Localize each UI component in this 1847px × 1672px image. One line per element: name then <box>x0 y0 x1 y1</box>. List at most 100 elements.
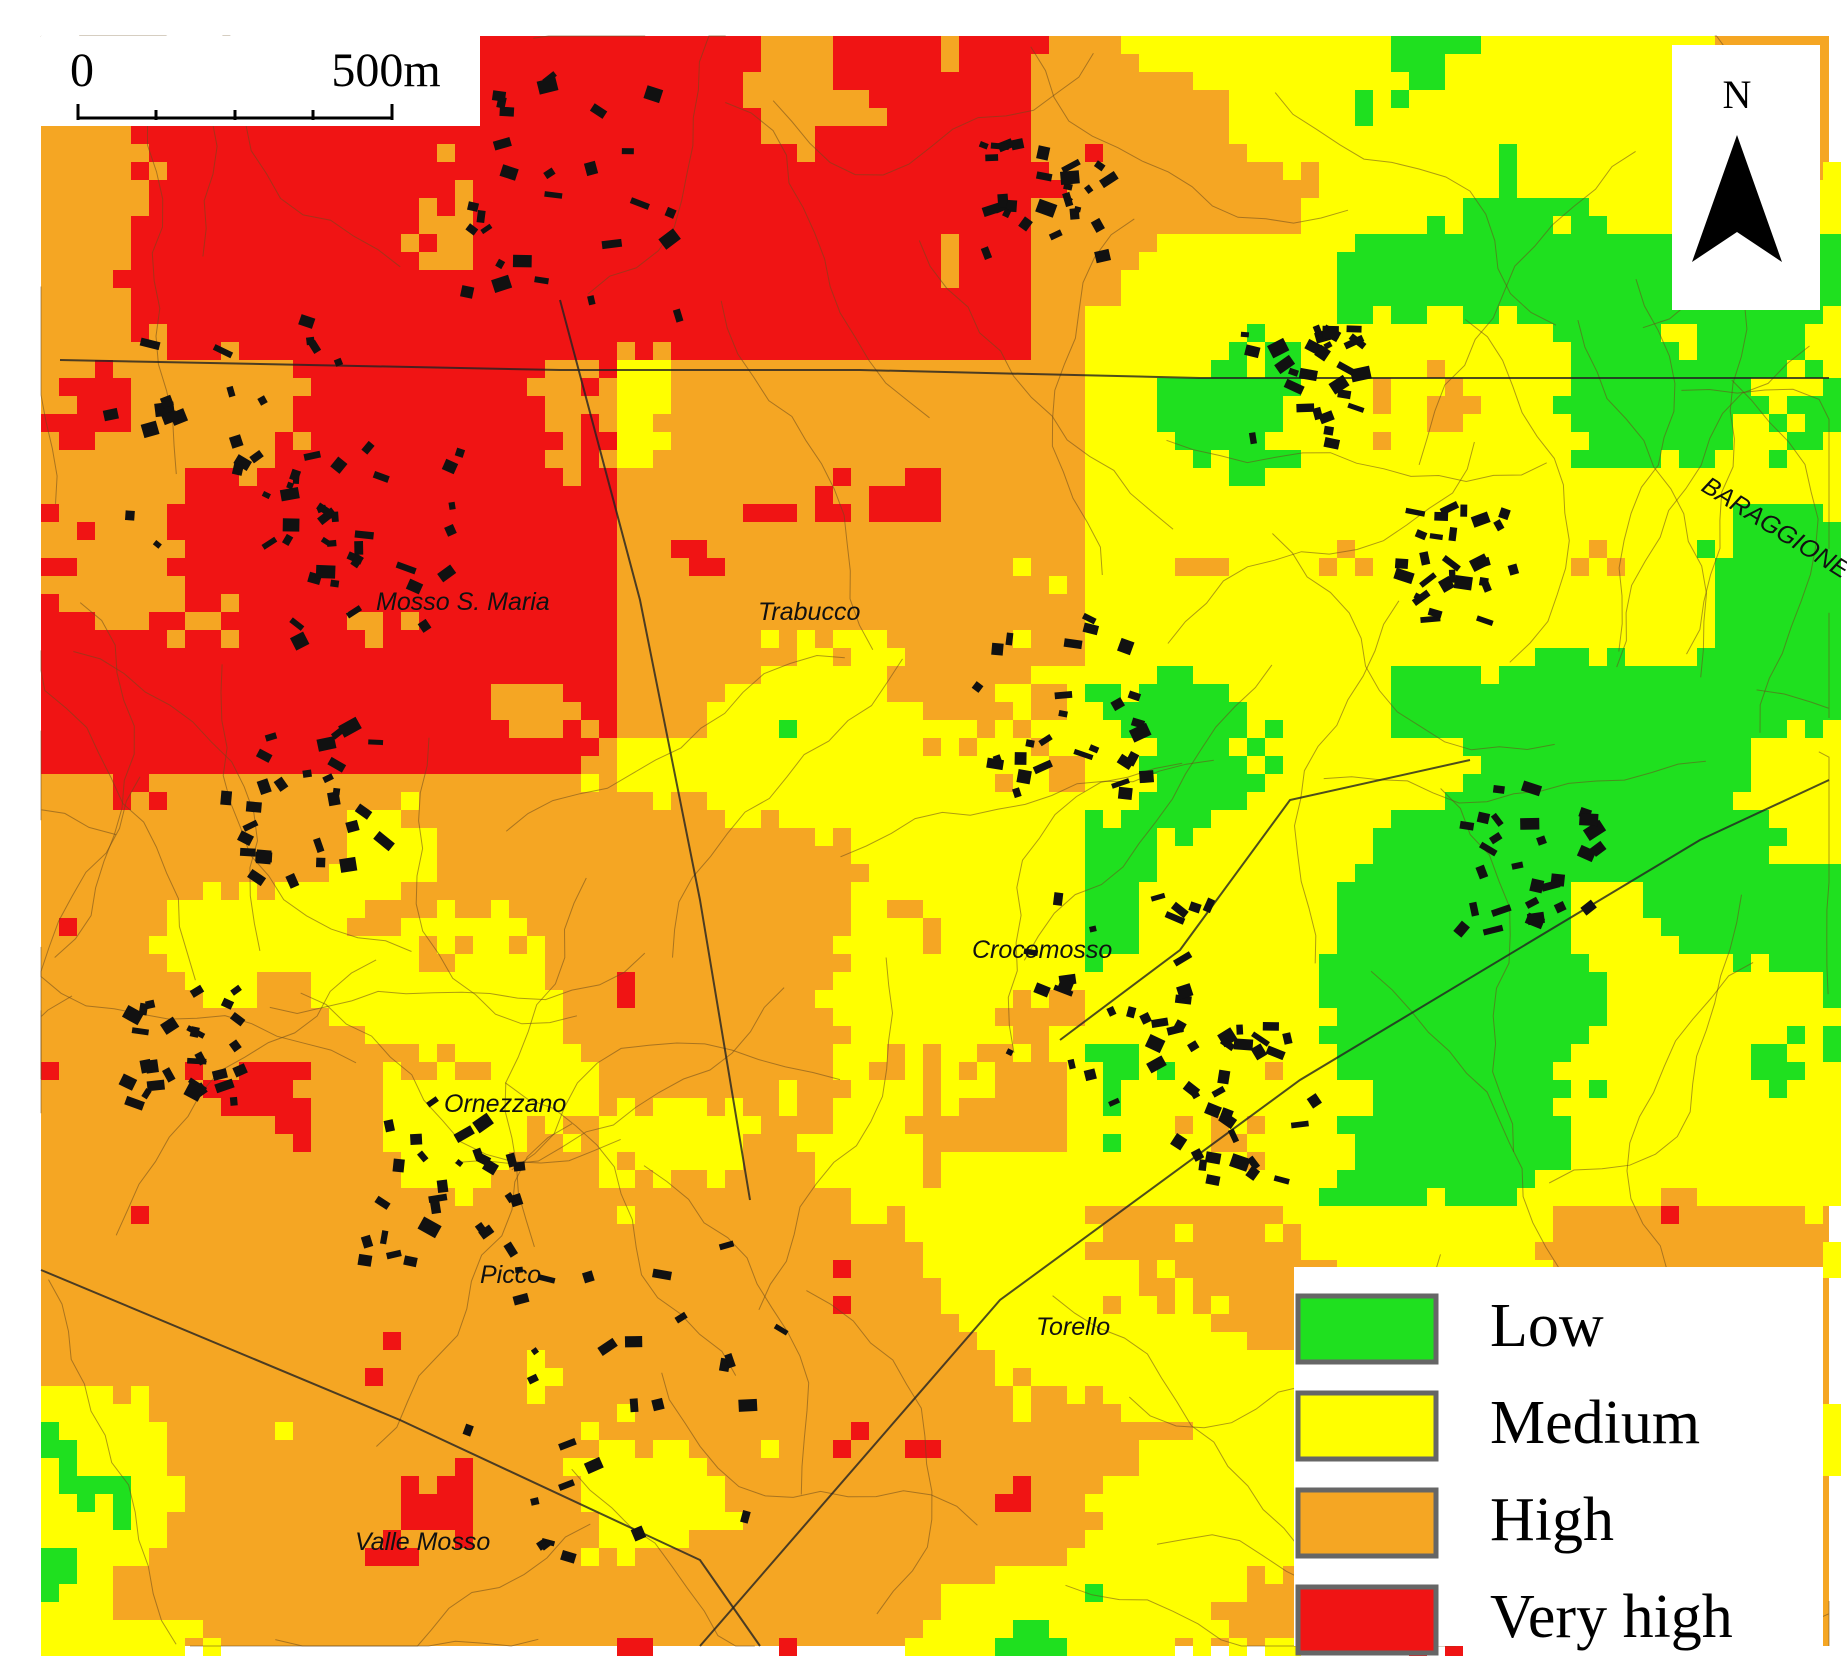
raster-cell <box>1409 180 1427 198</box>
raster-cell <box>1607 1152 1625 1170</box>
raster-cell <box>941 810 959 828</box>
raster-cell <box>1103 594 1121 612</box>
raster-cell <box>149 702 167 720</box>
raster-cell <box>365 144 383 162</box>
raster-cell <box>1517 684 1535 702</box>
raster-cell <box>1733 1026 1751 1044</box>
raster-cell <box>1823 972 1841 990</box>
raster-cell <box>1499 954 1517 972</box>
raster-cell <box>1247 576 1265 594</box>
raster-cell <box>1571 432 1589 450</box>
raster-cell <box>869 630 887 648</box>
raster-cell <box>1463 1188 1481 1206</box>
raster-cell <box>1463 954 1481 972</box>
raster-cell <box>959 756 977 774</box>
raster-cell <box>959 846 977 864</box>
raster-cell <box>1265 666 1283 684</box>
raster-cell <box>1031 180 1049 198</box>
raster-cell <box>959 1242 977 1260</box>
raster-cell <box>761 288 779 306</box>
raster-cell <box>1805 954 1823 972</box>
raster-cell <box>743 306 761 324</box>
raster-cell <box>1283 810 1301 828</box>
raster-cell <box>599 360 617 378</box>
raster-cell <box>905 1008 923 1026</box>
raster-cell <box>275 144 293 162</box>
raster-cell <box>1517 792 1535 810</box>
raster-cell <box>599 630 617 648</box>
raster-cell <box>203 162 221 180</box>
raster-cell <box>617 414 635 432</box>
raster-cell <box>527 738 545 756</box>
raster-cell <box>923 468 941 486</box>
raster-cell <box>1085 144 1103 162</box>
raster-cell <box>1805 972 1823 990</box>
raster-cell <box>941 72 959 90</box>
raster-cell <box>1643 90 1661 108</box>
raster-cell <box>1481 180 1499 198</box>
raster-cell <box>1751 864 1769 882</box>
raster-cell <box>761 756 779 774</box>
raster-cell <box>1535 360 1553 378</box>
raster-cell <box>1805 486 1823 504</box>
raster-cell <box>905 1206 923 1224</box>
raster-cell <box>1553 774 1571 792</box>
raster-cell <box>257 504 275 522</box>
raster-cell <box>1481 234 1499 252</box>
raster-cell <box>1319 1206 1337 1224</box>
raster-cell <box>1337 288 1355 306</box>
raster-cell <box>383 270 401 288</box>
raster-cell <box>833 702 851 720</box>
raster-cell <box>653 144 671 162</box>
raster-cell <box>1499 990 1517 1008</box>
raster-cell <box>1553 1170 1571 1188</box>
raster-cell <box>635 1152 653 1170</box>
raster-cell <box>275 918 293 936</box>
raster-cell <box>581 504 599 522</box>
raster-cell <box>977 864 995 882</box>
raster-cell <box>1427 630 1445 648</box>
raster-cell <box>1193 54 1211 72</box>
raster-cell <box>1607 1062 1625 1080</box>
raster-cell <box>599 126 617 144</box>
raster-cell <box>1139 522 1157 540</box>
raster-cell <box>1373 792 1391 810</box>
raster-cell <box>725 1134 743 1152</box>
raster-cell <box>509 324 527 342</box>
raster-cell <box>1697 900 1715 918</box>
raster-cell <box>419 468 437 486</box>
raster-cell <box>923 306 941 324</box>
raster-cell <box>1283 684 1301 702</box>
raster-cell <box>1445 1170 1463 1188</box>
raster-cell <box>1229 72 1247 90</box>
raster-cell <box>1697 576 1715 594</box>
raster-cell <box>293 756 311 774</box>
raster-cell <box>1247 126 1265 144</box>
raster-cell <box>851 828 869 846</box>
raster-cell <box>1751 1116 1769 1134</box>
raster-cell <box>1679 1062 1697 1080</box>
raster-cell <box>293 900 311 918</box>
raster-cell <box>1589 594 1607 612</box>
raster-cell <box>1355 972 1373 990</box>
raster-cell <box>1121 1116 1139 1134</box>
raster-cell <box>1085 1044 1103 1062</box>
raster-cell <box>437 198 455 216</box>
raster-cell <box>653 270 671 288</box>
raster-cell <box>1769 1044 1787 1062</box>
raster-cell <box>1715 882 1733 900</box>
raster-cell <box>1517 342 1535 360</box>
raster-cell <box>1247 504 1265 522</box>
raster-cell <box>1301 1134 1319 1152</box>
raster-cell <box>1013 864 1031 882</box>
raster-cell <box>851 1098 869 1116</box>
raster-cell <box>1139 540 1157 558</box>
raster-cell <box>761 738 779 756</box>
raster-cell <box>599 522 617 540</box>
raster-cell <box>1337 828 1355 846</box>
raster-cell <box>77 648 95 666</box>
raster-cell <box>203 234 221 252</box>
raster-cell <box>419 270 437 288</box>
raster-cell <box>1265 486 1283 504</box>
raster-cell <box>1607 1044 1625 1062</box>
